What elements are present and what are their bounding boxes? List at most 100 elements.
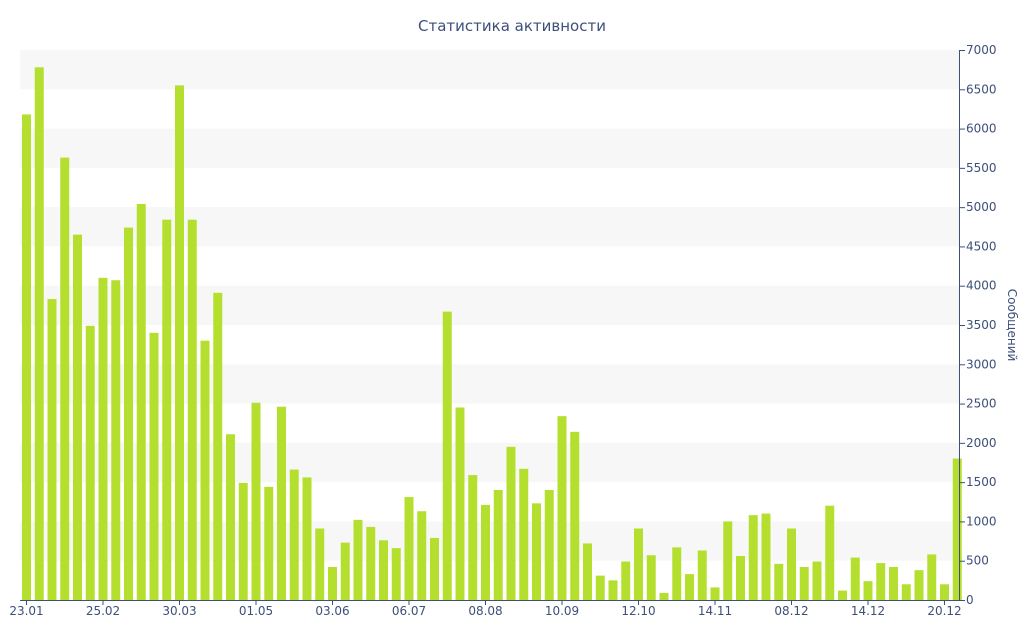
bar[interactable] [47,299,57,600]
bar[interactable] [481,504,490,600]
bar[interactable] [162,219,172,600]
bar[interactable] [672,547,682,600]
bar[interactable] [889,567,898,600]
x-tick-label: 12.10 [621,604,655,618]
bar[interactable] [646,555,656,600]
bar[interactable] [595,575,605,600]
bar[interactable] [98,277,108,600]
bar[interactable] [838,590,847,600]
bar[interactable] [315,528,325,601]
x-tick-label: 14.11 [698,604,732,618]
bar[interactable] [901,584,911,600]
bar[interactable] [876,563,886,600]
x-tick-label: 20.12 [927,604,961,618]
x-tick-label: 03.06 [315,604,349,618]
bar[interactable] [927,554,937,600]
bar[interactable] [825,505,835,600]
x-tick-label: 23.01 [9,604,43,618]
bar[interactable] [940,584,949,600]
bar[interactable] [366,526,376,600]
y-tick-label: 1500 [966,475,997,489]
bar[interactable] [85,325,95,600]
bar[interactable] [634,528,643,601]
bar[interactable] [200,340,210,600]
bar[interactable] [748,515,758,600]
bar[interactable] [430,537,439,600]
bar[interactable] [417,511,427,600]
bar[interactable] [685,574,694,600]
y-tick-label: 4500 [966,239,997,253]
y-axis-label: Сообщений [1005,289,1019,362]
bar[interactable] [583,543,592,600]
bar[interactable] [226,434,235,600]
bar[interactable] [544,490,554,600]
bar[interactable] [532,503,541,600]
x-tick-label: 30.03 [162,604,196,618]
bar[interactable] [697,550,707,601]
grid-bands [20,50,960,561]
bar[interactable] [73,234,82,600]
bar[interactable] [455,407,465,601]
bar[interactable] [787,528,796,601]
bar[interactable] [506,446,516,600]
bar[interactable] [774,563,784,600]
bar[interactable] [328,567,337,600]
bar[interactable] [34,67,44,601]
bar[interactable] [736,556,745,600]
grid-band [20,285,960,325]
bar[interactable] [659,592,669,600]
bar[interactable] [238,482,248,600]
y-tick-label: 2000 [966,436,997,450]
bar[interactable] [850,557,860,600]
bar[interactable] [761,513,771,600]
bar[interactable] [60,157,70,600]
bar[interactable] [391,548,401,600]
bars-group [22,67,962,601]
bar[interactable] [621,561,631,601]
bar[interactable] [519,468,529,600]
bar[interactable] [863,581,873,600]
bar[interactable] [404,497,414,600]
bar[interactable] [187,219,197,600]
bar[interactable] [277,406,286,600]
grid-band [20,128,960,168]
bar[interactable] [175,85,184,601]
bar[interactable] [952,458,962,600]
bar[interactable] [723,521,733,600]
x-tick-label: 08.08 [468,604,502,618]
grid-band [20,364,960,404]
y-tick-label: 0 [966,593,974,607]
bar[interactable] [22,114,31,601]
bar[interactable] [136,204,146,600]
y-tick-label: 3500 [966,318,997,332]
bar[interactable] [353,519,363,600]
bar[interactable] [111,280,121,600]
bar[interactable] [379,540,388,600]
bar[interactable] [608,580,618,600]
bar[interactable] [812,561,822,601]
y-tick-label: 6000 [966,122,997,136]
y-tick-label: 3000 [966,357,997,371]
chart-title: Статистика активности [418,17,606,35]
bar[interactable] [570,431,580,600]
bar[interactable] [251,402,261,600]
bar[interactable] [302,477,312,600]
grid-band [20,442,960,483]
bar[interactable] [149,332,159,600]
bar[interactable] [124,227,133,600]
bar[interactable] [289,469,299,600]
bar[interactable] [914,570,924,600]
y-tick-label: 5000 [966,200,997,214]
grid-band [20,50,960,90]
x-tick-label: 14.12 [851,604,885,618]
bar[interactable] [264,486,274,600]
bar[interactable] [710,587,720,600]
bar[interactable] [340,542,350,600]
bar[interactable] [468,475,478,600]
bar[interactable] [557,416,567,600]
bar[interactable] [799,567,809,600]
bar[interactable] [442,311,452,600]
bar[interactable] [493,490,503,600]
bar[interactable] [213,292,223,600]
